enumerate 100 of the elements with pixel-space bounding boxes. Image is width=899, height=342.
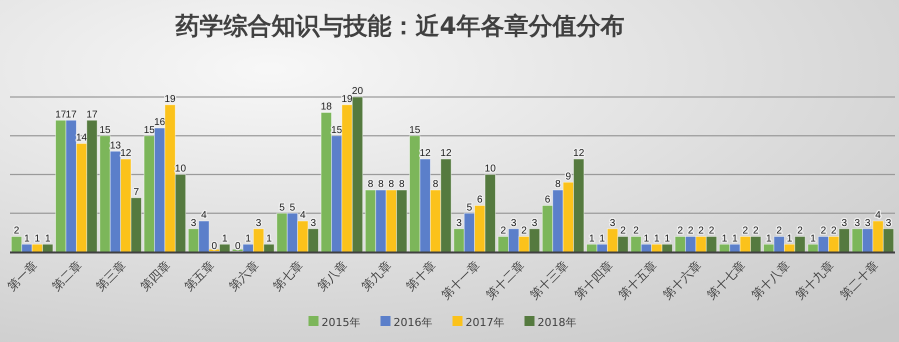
data-label: 2 [633,226,640,236]
data-label: 2 [677,226,684,236]
x-tick-label: 第十四章 [572,258,616,302]
data-label: 1 [599,233,606,244]
data-label: 4 [300,210,306,221]
x-tick-label: 第十八章 [748,258,792,302]
x-tick-label: 第五章 [182,258,218,294]
data-label: 0 [212,241,218,252]
data-label: 1 [44,233,51,244]
data-label: 13 [110,140,122,152]
x-tick-label: 第九章 [358,258,394,294]
data-label: 4 [875,210,882,221]
data-label: 5 [466,202,473,214]
data-label: 3 [310,218,316,229]
x-tick-label: 第二十章 [837,258,881,302]
x-tick-label: 第十二章 [483,258,527,302]
data-label: 8 [378,179,384,190]
data-label: 12 [440,148,452,159]
data-label: 15 [331,124,343,136]
x-tick-label: 第二章 [49,258,84,294]
x-tick-label: 第十六章 [660,258,704,302]
data-label: 19 [164,94,176,105]
data-label: 1 [245,233,252,244]
data-label: 2 [831,226,838,236]
data-label: 12 [573,148,585,159]
data-label: 2 [752,226,759,236]
data-label: 3 [456,218,462,229]
data-label: 1 [24,233,30,244]
data-label: 3 [864,218,871,229]
data-label: 19 [342,94,354,105]
data-label: 8 [388,179,395,190]
data-label: 8 [368,179,374,190]
data-label: 14 [76,132,88,144]
data-label: 1 [786,233,793,244]
data-label: 17 [55,109,67,120]
data-label: 2 [500,226,506,236]
data-label: 20 [352,86,364,97]
data-label: 3 [886,218,892,229]
data-label: 8 [432,179,439,190]
chart-title: 药学综合知识与技能：近4年各章分值分布 [174,12,624,40]
data-label: 2 [688,226,694,236]
data-label: 12 [120,148,132,159]
legend-label: 2016年 [394,316,432,329]
x-tick-label: 第七章 [270,258,306,294]
data-label: 1 [722,233,728,244]
data-label: 15 [409,124,421,136]
data-label: 5 [290,202,296,214]
data-label: 1 [664,233,670,244]
data-label: 3 [610,218,616,229]
data-label: 10 [484,164,496,174]
data-label: 1 [644,233,650,244]
data-label: 12 [420,148,432,159]
x-tick-label: 第八章 [314,258,350,294]
data-label: 2 [14,226,20,236]
data-label: 6 [477,194,484,206]
data-label: 2 [776,226,782,236]
x-tick-label: 第十章 [403,258,438,294]
x-tick-label: 第十三章 [527,258,572,302]
x-tick-label: 第十七章 [704,258,748,302]
data-label: 2 [820,226,827,236]
x-tick-label: 第六章 [226,258,262,294]
data-label: 17 [86,109,98,120]
legend-label: 2017年 [466,316,504,329]
data-label: 1 [810,233,816,244]
x-tick-label: 第四章 [138,258,173,294]
data-label: 7 [133,186,140,198]
data-label: 2 [797,226,804,236]
data-label: 3 [510,218,517,229]
data-label: 3 [841,218,848,229]
x-tick-label: 第一章 [4,258,40,294]
data-label: 2 [742,226,749,236]
data-label: 6 [544,194,551,206]
data-label: 2 [708,226,715,236]
x-tick-label: 第十九章 [792,258,837,302]
legend-label: 2015年 [322,316,360,329]
data-label: 8 [555,179,562,190]
data-label: 15 [144,124,156,136]
data-label: 18 [320,102,332,112]
data-label: 17 [66,109,78,120]
data-label: 3 [256,218,262,229]
x-tick-label: 第十一章 [438,258,483,302]
bar [219,244,230,252]
legend-label: 2018年 [538,316,576,329]
x-tick-label: 第三章 [93,258,129,294]
data-label: 3 [854,218,860,229]
data-label: 1 [766,233,772,244]
data-label: 2 [521,226,528,236]
data-label: 1 [222,233,228,244]
x-tick-label: 第十五章 [616,258,660,302]
data-label: 4 [201,210,208,221]
data-label: 9 [566,171,572,182]
data-label: 1 [266,233,272,244]
data-label: 8 [398,179,405,190]
data-label: 1 [588,233,595,244]
data-label: 3 [190,218,197,229]
data-label: 2 [698,226,704,236]
data-label: 3 [532,218,538,229]
data-label: 2 [620,226,626,236]
data-label: 1 [654,233,660,244]
data-label: 15 [99,124,112,136]
